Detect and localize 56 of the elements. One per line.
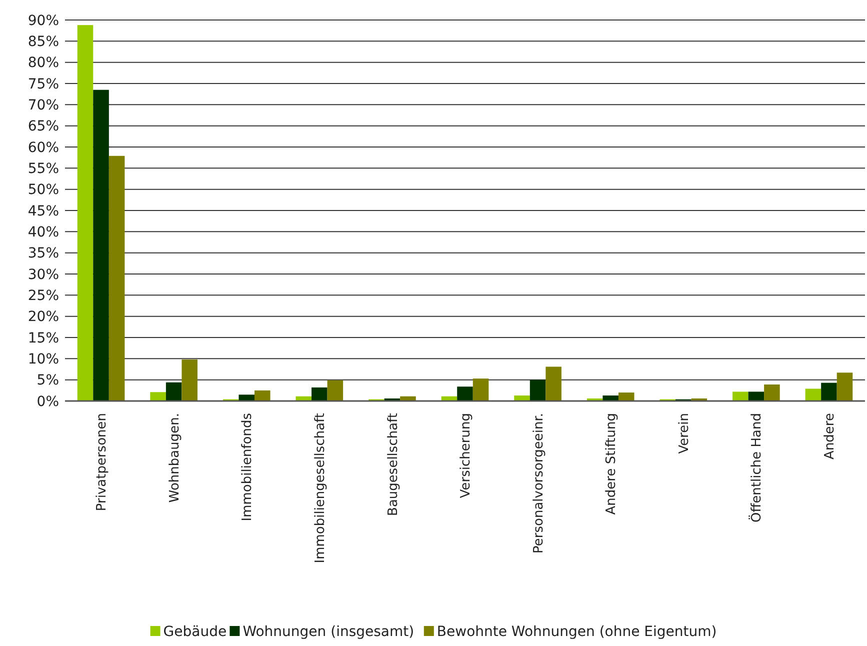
legend-label: Wohnungen (insgesamt) <box>242 624 414 640</box>
bar <box>457 386 473 401</box>
bar <box>805 388 822 401</box>
y-tick-label: 85% <box>28 34 59 50</box>
bar <box>327 380 344 401</box>
x-tick-label: Andere <box>822 413 838 460</box>
y-tick-label: 75% <box>28 76 59 92</box>
y-tick-label: 30% <box>28 266 59 283</box>
bar <box>732 392 748 401</box>
bar <box>238 394 255 401</box>
bar <box>472 378 489 401</box>
x-tick-label: Immobiliengesellschaft <box>312 413 328 564</box>
y-tick-label: 50% <box>28 182 59 198</box>
x-tick-label: Wohnbaugen. <box>167 413 182 503</box>
x-tick-label: Versicherung <box>458 413 474 498</box>
y-tick-label: 35% <box>28 246 59 262</box>
bar <box>546 366 562 401</box>
legend-label: Gebäude <box>163 624 227 640</box>
y-tick-label: 45% <box>28 203 59 220</box>
x-tick-label: Andere Stiftung <box>604 413 620 515</box>
bar <box>182 360 198 401</box>
bar <box>93 90 109 401</box>
y-tick-label: 5% <box>36 372 59 389</box>
y-tick-label: 65% <box>28 118 59 135</box>
x-tick-label: Privatpersonen <box>94 413 110 512</box>
y-tick-label: 25% <box>28 288 59 304</box>
y-tick-label: 70% <box>28 98 59 114</box>
bar <box>602 395 618 401</box>
x-tick-label: Immobilienfonds <box>240 412 256 522</box>
bar <box>254 390 270 401</box>
y-tick-label: 10% <box>28 352 59 368</box>
bar <box>618 392 634 401</box>
bar <box>530 380 546 401</box>
bar <box>836 372 853 401</box>
bar <box>150 392 166 401</box>
y-tick-label: 0% <box>36 394 59 410</box>
x-tick-label: Personalvorsorgeeinr. <box>531 413 546 554</box>
y-tick-label: 55% <box>28 161 59 178</box>
bar <box>514 395 530 401</box>
y-tick-label: 90% <box>28 12 59 29</box>
bar <box>166 382 182 401</box>
y-tick-label: 40% <box>28 224 59 241</box>
y-tick-label: 20% <box>28 309 59 326</box>
y-tick-label: 15% <box>28 330 59 346</box>
y-tick-label: 80% <box>28 55 59 72</box>
bar <box>748 392 764 401</box>
y-tick-label: 60% <box>28 140 59 156</box>
bar <box>312 387 328 401</box>
bar <box>821 382 837 401</box>
bar <box>77 25 94 401</box>
x-tick-label: Öffentliche Hand <box>748 413 765 522</box>
legend-label: Bewohnte Wohnungen (ohne Eigentum) <box>436 624 717 640</box>
x-tick-label: Verein <box>676 413 692 454</box>
bar <box>108 156 125 401</box>
x-tick-label: Baugesellschaft <box>386 413 401 516</box>
bar <box>764 384 780 401</box>
